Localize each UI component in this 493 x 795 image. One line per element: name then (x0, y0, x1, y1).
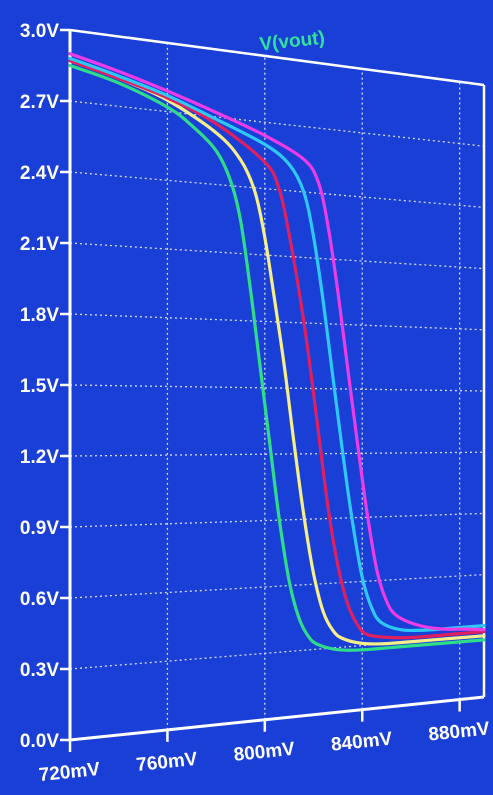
y-tick-label: 1.5V (20, 376, 59, 397)
series-line-1 (68, 63, 486, 652)
grid-line-h (69, 384, 485, 392)
series-line-3 (68, 59, 486, 640)
x-tick-label: 760mV (135, 749, 198, 776)
grid-line-h (69, 451, 485, 457)
x-tick-label: 840mV (330, 729, 393, 756)
trace-label: V(vout) (259, 28, 326, 56)
top-frame-line (69, 28, 485, 87)
y-tick-label: 2.1V (20, 234, 59, 255)
y-tick-label: 0.0V (20, 731, 59, 752)
y-tick-label: 0.6V (20, 589, 59, 610)
y-tick-label: 2.4V (20, 163, 59, 184)
y-tick-label: 3.0V (20, 21, 59, 42)
y-tick-label: 1.2V (20, 447, 59, 468)
x-tick-label: 720mV (38, 759, 101, 786)
grid-line-h (69, 573, 485, 599)
tick-labels: 0.0V 0.3V 0.6V 0.9V 1.2V 1.5V 1.8V 2.1V 2.4V 2.7V… (20, 21, 491, 786)
series-line-5 (68, 52, 486, 632)
x-tick-label: 800mV (233, 739, 296, 766)
series-line-2 (68, 59, 486, 646)
y-tick-label: 0.9V (20, 518, 59, 539)
y-tick-label: 0.3V (20, 660, 59, 681)
series-group (68, 52, 486, 652)
x-tick-label: 880mV (428, 718, 491, 745)
grid-line-h (69, 313, 485, 331)
y-tick-label: 2.7V (20, 92, 59, 113)
series-line-4 (68, 56, 486, 633)
x-axis-line (69, 695, 485, 742)
axes (60, 28, 486, 752)
grid-line-h (69, 242, 485, 270)
y-tick-label: 1.8V (20, 305, 59, 326)
grid-line-h (69, 512, 485, 528)
grid-line-h (69, 171, 485, 209)
grid-line-h (69, 100, 485, 147)
